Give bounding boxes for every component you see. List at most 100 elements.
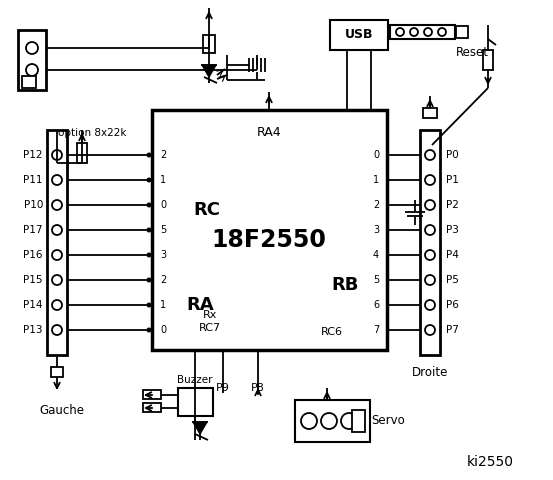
Circle shape: [26, 64, 38, 76]
Text: P16: P16: [23, 250, 43, 260]
Text: P1: P1: [446, 175, 459, 185]
Text: P13: P13: [23, 325, 43, 335]
Circle shape: [438, 28, 446, 36]
Text: P9: P9: [216, 383, 230, 393]
Bar: [423, 108, 437, 118]
Text: RC6: RC6: [321, 327, 343, 337]
Circle shape: [425, 225, 435, 235]
Text: 18F2550: 18F2550: [212, 228, 326, 252]
Circle shape: [147, 228, 152, 232]
Circle shape: [52, 300, 62, 310]
Circle shape: [52, 275, 62, 285]
Circle shape: [147, 203, 152, 207]
Text: RA: RA: [186, 296, 214, 314]
Circle shape: [52, 200, 62, 210]
Text: P8: P8: [251, 383, 265, 393]
Circle shape: [147, 178, 152, 182]
Text: 5: 5: [373, 275, 379, 285]
Circle shape: [425, 275, 435, 285]
Circle shape: [410, 28, 418, 36]
Circle shape: [321, 413, 337, 429]
Circle shape: [52, 325, 62, 335]
Text: RA4: RA4: [257, 125, 281, 139]
Text: Rx: Rx: [203, 310, 217, 320]
Bar: [47, 130, 67, 355]
Circle shape: [147, 302, 152, 308]
Text: Reset: Reset: [456, 46, 488, 59]
Circle shape: [52, 225, 62, 235]
Text: P14: P14: [23, 300, 43, 310]
Circle shape: [147, 277, 152, 283]
Circle shape: [301, 413, 317, 429]
Text: ki2550: ki2550: [467, 455, 514, 469]
Bar: [390, 25, 455, 39]
Text: P10: P10: [24, 200, 43, 210]
Bar: [143, 403, 161, 412]
Text: 3: 3: [160, 250, 166, 260]
Circle shape: [147, 153, 152, 157]
Text: P17: P17: [23, 225, 43, 235]
Bar: [456, 26, 468, 38]
Polygon shape: [193, 422, 207, 434]
Text: RC: RC: [194, 201, 221, 219]
Circle shape: [26, 42, 38, 54]
Text: 2: 2: [160, 275, 166, 285]
Text: Droite: Droite: [412, 367, 448, 380]
Circle shape: [425, 250, 435, 260]
Text: 1: 1: [373, 175, 379, 185]
Text: 1: 1: [160, 175, 166, 185]
Bar: [420, 130, 440, 355]
Text: 0: 0: [373, 150, 379, 160]
Bar: [295, 400, 370, 442]
Bar: [143, 390, 161, 399]
Bar: [483, 50, 493, 70]
Text: P4: P4: [446, 250, 459, 260]
Bar: [77, 143, 87, 163]
Text: Gauche: Gauche: [39, 404, 85, 417]
Circle shape: [52, 175, 62, 185]
Circle shape: [341, 413, 357, 429]
Bar: [18, 30, 46, 90]
Circle shape: [425, 325, 435, 335]
Circle shape: [147, 252, 152, 257]
Text: Servo: Servo: [371, 415, 405, 428]
Bar: [178, 388, 213, 416]
Text: 2: 2: [373, 200, 379, 210]
Circle shape: [424, 28, 432, 36]
Text: P0: P0: [446, 150, 459, 160]
Text: 0: 0: [160, 200, 166, 210]
Bar: [352, 410, 365, 432]
Text: P2: P2: [446, 200, 459, 210]
Text: 0: 0: [160, 325, 166, 335]
Text: P15: P15: [23, 275, 43, 285]
Circle shape: [425, 150, 435, 160]
Circle shape: [147, 327, 152, 333]
Bar: [152, 110, 387, 350]
Text: USB: USB: [345, 28, 373, 41]
Bar: [330, 20, 388, 50]
Circle shape: [52, 150, 62, 160]
Bar: [203, 35, 215, 53]
Text: P6: P6: [446, 300, 459, 310]
Text: RB: RB: [331, 276, 359, 294]
Circle shape: [425, 300, 435, 310]
Circle shape: [425, 175, 435, 185]
Text: 5: 5: [160, 225, 166, 235]
Text: 6: 6: [373, 300, 379, 310]
Circle shape: [52, 250, 62, 260]
Text: P7: P7: [446, 325, 459, 335]
Text: 2: 2: [160, 150, 166, 160]
Text: 7: 7: [373, 325, 379, 335]
Text: Buzzer: Buzzer: [178, 375, 213, 385]
Text: option 8x22k: option 8x22k: [58, 128, 126, 138]
Text: 4: 4: [373, 250, 379, 260]
Polygon shape: [202, 65, 216, 77]
Text: 3: 3: [373, 225, 379, 235]
Text: P3: P3: [446, 225, 459, 235]
Circle shape: [396, 28, 404, 36]
Circle shape: [425, 200, 435, 210]
Bar: [51, 367, 63, 377]
Text: P5: P5: [446, 275, 459, 285]
Bar: [22, 76, 36, 88]
Text: P12: P12: [23, 150, 43, 160]
